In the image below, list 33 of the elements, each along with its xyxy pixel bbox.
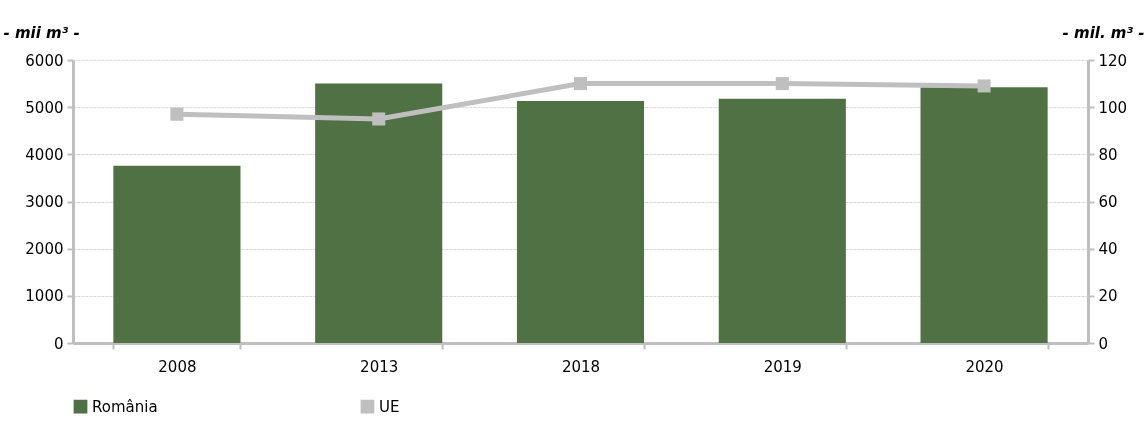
y2-tick-label: 20	[1098, 287, 1118, 306]
y-tick-label: 2000	[25, 240, 64, 259]
y2-tick-label: 100	[1098, 98, 1128, 117]
y-axis-title: - mii m³ -	[3, 23, 80, 42]
y-tick-label: 5000	[25, 98, 64, 117]
legend-label: UE	[379, 397, 400, 416]
y-tick-label: 4000	[25, 145, 64, 164]
bar	[315, 83, 443, 343]
bar	[718, 98, 846, 343]
y-tick-label: 6000	[25, 51, 64, 70]
bar	[516, 101, 645, 343]
point	[775, 77, 789, 91]
y2-axis-title: - mil. m³ -	[1062, 23, 1145, 42]
point	[170, 107, 184, 121]
y-tick-label: 3000	[25, 193, 64, 211]
y2-tick-label: 40	[1098, 240, 1118, 259]
y2-tick-label: 0	[1098, 334, 1109, 353]
point	[977, 79, 991, 93]
point	[372, 112, 386, 126]
bar	[113, 165, 241, 343]
x-tick-label: 2018	[561, 357, 601, 376]
y2-tick-label: 60	[1098, 193, 1118, 211]
point	[573, 77, 588, 91]
y-tick-label: 1000	[25, 287, 64, 306]
y2-tick-label: 120	[1098, 51, 1128, 70]
legend-label: România	[92, 397, 158, 416]
x-tick-label: 2013	[360, 357, 399, 376]
bar	[920, 87, 1048, 343]
x-tick-label: 2020	[965, 357, 1004, 376]
y-tick-label: 0	[53, 334, 64, 353]
x-tick-label: 2019	[763, 357, 802, 376]
x-tick-label: 2008	[158, 357, 197, 376]
y2-tick-label: 80	[1098, 145, 1118, 164]
